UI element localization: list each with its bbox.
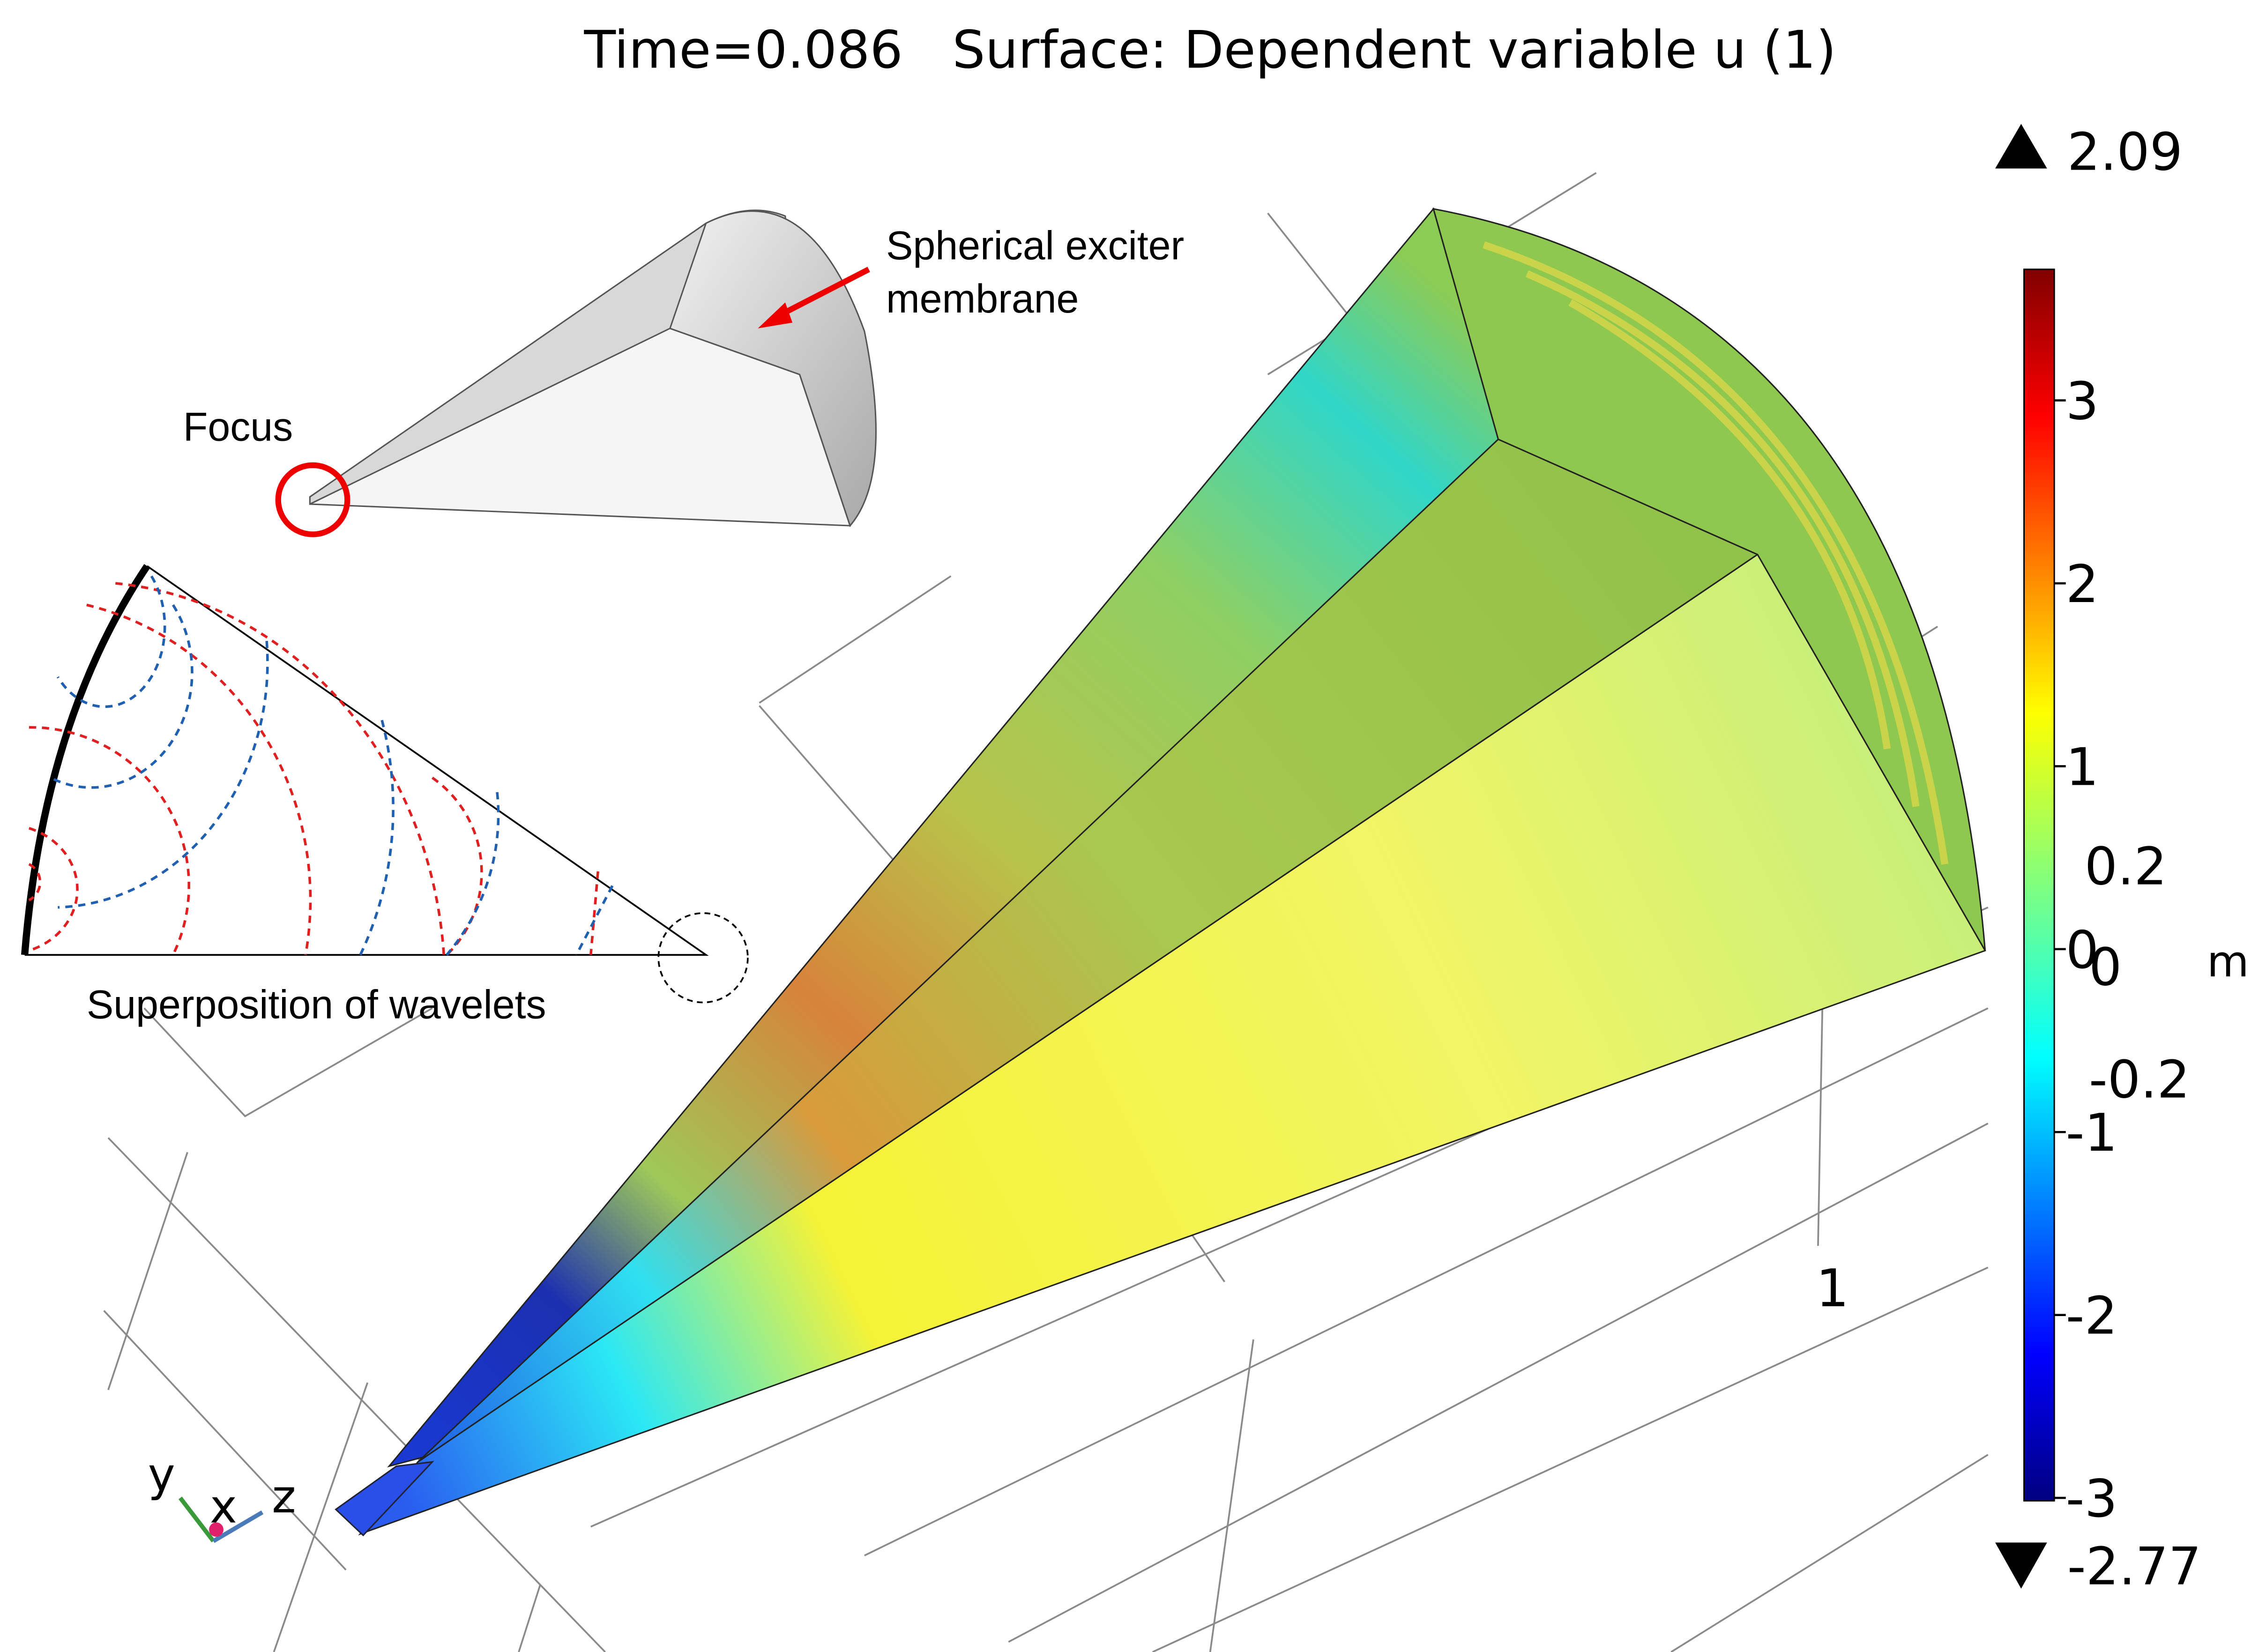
colorbar-tick-label: 2 — [2066, 554, 2099, 615]
wavelets-label: Superposition of wavelets — [87, 982, 546, 1027]
figure: Time=0.086 Surface: Dependent variable u… — [0, 0, 2259, 1652]
min-triangle — [1995, 1542, 2047, 1588]
colorbar-tick-label: -1 — [2066, 1103, 2117, 1163]
colorbar-overlay-tick-label: -0.2 — [2089, 1049, 2190, 1110]
triad-z-label: z — [272, 1470, 296, 1524]
body: Time=0.086 Surface: Dependent variable u… — [0, 0, 2259, 1652]
max-triangle — [1995, 124, 2047, 168]
blue-wavefronts — [51, 576, 612, 955]
blue-arc — [51, 576, 612, 955]
focus-marker — [658, 913, 748, 1003]
colorbar-tick-label: -2 — [2066, 1286, 2117, 1347]
red-wavefronts — [29, 583, 598, 955]
colorbar-gradient — [2024, 269, 2055, 1501]
colorbar-overlay-tick-label: 0 — [2089, 938, 2122, 998]
inset-cone — [278, 210, 876, 535]
colorbar-tick-label: -3 — [2066, 1469, 2117, 1529]
colorbar-tick-label: 3 — [2066, 372, 2099, 432]
colorbar-unit: m — [2207, 936, 2249, 987]
triad-y — [180, 1498, 214, 1541]
colorbar-max-label: 2.09 — [2067, 122, 2183, 183]
colorbar-min-label: -2.77 — [2067, 1537, 2201, 1597]
colorbar-tick-label: 1 — [2066, 737, 2099, 797]
triad-y-label: y — [148, 1449, 175, 1502]
exciter-label-line-1: Spherical exciter — [886, 223, 1184, 268]
colorbar-overlay-tick-label: 0.2 — [2085, 837, 2167, 897]
exciter-label-line-2: membrane — [886, 276, 1079, 321]
focus-label: Focus — [183, 405, 293, 450]
triad-x-label: x — [210, 1480, 237, 1533]
title: Time=0.086 Surface: Dependent variable u… — [584, 20, 1836, 80]
red-arc — [29, 583, 598, 955]
axis-label: 1 — [1816, 1258, 1849, 1319]
wavelet-diagram — [25, 566, 748, 1002]
page: {"title": "Time=0.086 Surface: Dependent… — [0, 0, 2259, 1652]
